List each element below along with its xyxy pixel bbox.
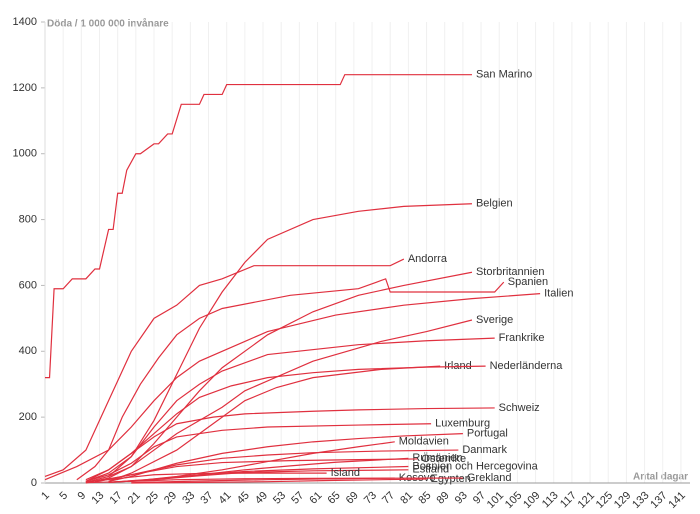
series-label: Estland: [412, 464, 449, 476]
series-label: Danmark: [462, 444, 507, 456]
y-tick-label: 600: [19, 279, 37, 291]
x-tick-label: 53: [271, 490, 288, 507]
x-tick-label: 45: [235, 490, 252, 507]
series-label: Island: [331, 467, 360, 479]
x-tick-label: 13: [89, 490, 106, 507]
x-tick-label: 29: [162, 490, 179, 507]
y-tick-label: 800: [19, 213, 37, 225]
series-line: [76, 278, 505, 481]
series-label: Storbritannien: [476, 266, 544, 278]
y-tick-label: 400: [19, 345, 37, 357]
series-line: [85, 423, 432, 482]
series-label: Bosnien och Hercegovina: [412, 460, 538, 472]
series-line: [85, 407, 495, 482]
x-tick-label: 65: [326, 490, 343, 507]
x-tick-label: 141: [666, 490, 687, 511]
series-label: Moldavien: [399, 436, 449, 448]
series-label: Belgien: [476, 198, 513, 210]
x-tick-label: 49: [253, 490, 270, 507]
x-tick-label: 121: [576, 490, 597, 511]
series-line: [108, 319, 473, 477]
x-tick-label: 25: [144, 490, 161, 507]
series-label: Rumänien: [412, 452, 462, 464]
x-tick-label: 137: [648, 490, 669, 511]
x-tick-label: 129: [612, 490, 633, 511]
x-tick-label: 77: [380, 490, 397, 507]
series-label: Schweiz: [499, 402, 540, 414]
x-tick-label: 105: [503, 490, 524, 511]
x-tick-label: 33: [180, 490, 197, 507]
series-label: Andorra: [408, 253, 448, 265]
x-tick-label: 117: [558, 490, 579, 511]
x-tick-label: 125: [594, 490, 615, 511]
x-tick-label: 133: [630, 490, 651, 511]
series-label: San Marino: [476, 69, 532, 81]
x-tick-label: 101: [485, 490, 506, 511]
series-label: Portugal: [467, 428, 508, 440]
x-tick-label: 81: [398, 490, 415, 507]
x-tick-label: 5: [57, 490, 70, 503]
series-line: [85, 477, 463, 484]
y-tick-label: 0: [31, 477, 37, 489]
series-label: Frankrike: [499, 332, 545, 344]
x-tick-label: 21: [126, 490, 143, 507]
x-tick-label: 109: [521, 490, 542, 511]
y-axis-title: Döda / 1 000 000 invånare: [47, 18, 169, 30]
series-line: [85, 472, 327, 483]
series-line: [108, 365, 441, 482]
x-tick-label: 69: [344, 490, 361, 507]
series-line: [108, 469, 409, 483]
series-line: [45, 74, 472, 379]
x-tick-label: 61: [307, 490, 324, 507]
series-label: Österrike: [421, 453, 466, 465]
x-tick-label: 41: [217, 490, 234, 507]
x-tick-label: 113: [540, 490, 561, 511]
x-tick-label: 93: [453, 490, 470, 507]
x-tick-label: 57: [289, 490, 306, 507]
x-tick-label: 1: [39, 490, 52, 503]
x-tick-label: 17: [108, 490, 125, 507]
y-tick-label: 1400: [13, 16, 37, 28]
series-label: Nederländerna: [490, 360, 564, 372]
y-tick-label: 200: [19, 411, 37, 423]
series-line: [85, 337, 495, 482]
series-label: Luxemburg: [435, 418, 490, 430]
y-tick-label: 1200: [13, 82, 37, 94]
series-label: Sverige: [476, 314, 513, 326]
x-tick-label: 9: [76, 490, 89, 503]
y-tick-label: 1000: [13, 148, 37, 160]
x-axis-title: Antal dagar: [633, 472, 688, 483]
series-label: Egypten: [431, 473, 471, 485]
series-label: Grekland: [467, 472, 512, 484]
x-tick-label: 37: [198, 490, 215, 507]
series-line: [44, 293, 541, 481]
series-label: Spanien: [508, 276, 548, 288]
series-line: [94, 458, 418, 483]
x-tick-label: 73: [362, 490, 379, 507]
x-tick-label: 85: [416, 490, 433, 507]
series-line: [131, 478, 427, 484]
x-tick-label: 89: [435, 490, 452, 507]
series-line: [44, 258, 405, 477]
series-label: Italien: [544, 288, 573, 300]
